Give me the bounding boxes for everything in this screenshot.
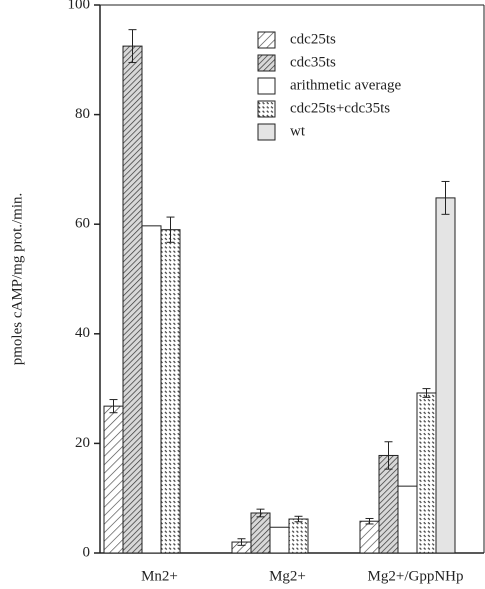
legend-label: cdc25ts+cdc35ts [290,100,390,116]
error-bar [237,538,246,546]
legend-swatch [257,100,276,118]
y-tick-label: 40 [75,325,90,341]
bar [160,229,181,554]
error-bar [294,515,303,523]
legend-swatch [257,31,276,49]
error-bar [441,180,450,215]
y-tick-label: 0 [83,544,91,560]
y-tick-label: 80 [75,106,90,122]
bar [378,454,399,554]
error-bar [384,441,393,470]
x-tick-label: Mg2+ [269,568,306,584]
bar [122,45,143,554]
legend-label: wt [290,123,306,139]
legend-swatch [257,123,276,141]
bar [435,197,456,554]
bar [141,225,162,554]
error-bar [365,517,374,525]
legend-swatch [257,54,276,72]
bar [416,392,437,554]
bar [359,520,380,554]
x-tick-label: Mg2+/GppNHp [368,568,464,584]
bar [250,512,271,554]
x-tick-label: Mn2+ [141,568,178,584]
error-bar [109,399,118,414]
y-tick-label: 60 [75,216,90,232]
error-bar [166,216,175,243]
error-bar [128,29,137,64]
error-bar [256,508,265,518]
bar [288,518,309,554]
legend-label: arithmetic average [290,77,402,93]
y-axis-label: pmoles cAMP/mg prot./min. [9,193,25,366]
bar [397,485,418,554]
legend-swatch [257,77,276,95]
y-tick-label: 20 [75,435,90,451]
bar [103,405,124,554]
legend-label: cdc25ts [290,31,336,47]
bar [269,526,290,554]
y-tick-label: 100 [68,0,91,12]
error-bar [422,388,431,398]
legend-label: cdc35ts [290,54,336,70]
